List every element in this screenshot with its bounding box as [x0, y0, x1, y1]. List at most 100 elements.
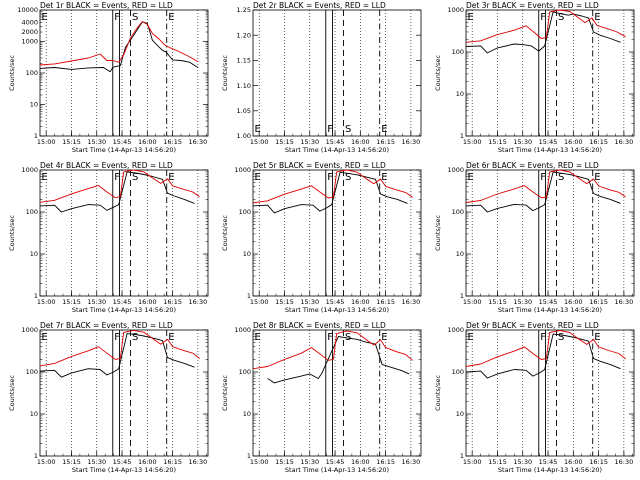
plot-frame — [465, 169, 635, 297]
series-events — [267, 336, 410, 384]
y-tick-label: 1 — [460, 452, 464, 460]
y-tick-label: 1.00 — [237, 132, 251, 140]
panel-title: Det 6r BLACK = Events, RED = LLD — [466, 161, 599, 170]
x-tick-label: 15:15 — [62, 458, 81, 466]
x-tick-label: 16:30 — [189, 298, 208, 306]
x-tick-label: 15:00 — [37, 298, 56, 306]
x-tick-label: 15:15 — [62, 138, 81, 146]
event-marker-e: E — [594, 332, 600, 343]
event-marker-s: S — [345, 332, 351, 343]
series-events — [465, 11, 621, 54]
y-tick-label: 100 — [239, 208, 251, 216]
y-tick-label: 100 — [26, 208, 38, 216]
event-marker-e-left: E — [468, 172, 474, 183]
series-events — [39, 333, 195, 378]
x-axis-label: Start Time (14-Apr-13 14:56:20) — [498, 306, 602, 314]
y-tick-label: 1.15 — [237, 57, 251, 65]
x-tick-label: 16:00 — [564, 138, 583, 146]
y-axis-label: Counts/sec — [434, 215, 442, 251]
plot-frame — [39, 169, 209, 297]
x-tick-label: 15:45 — [113, 138, 132, 146]
event-marker-f: F — [114, 332, 120, 343]
series-lld — [39, 329, 200, 367]
y-tick-label: 1 — [34, 452, 38, 460]
panel-title: Det 7r BLACK = Events, RED = LLD — [40, 321, 173, 330]
event-marker-e-left: E — [42, 332, 48, 343]
x-tick-label: 16:00 — [138, 458, 157, 466]
plot-frame — [252, 9, 422, 137]
x-tick-label: 16:00 — [351, 298, 370, 306]
x-tick-label: 15:15 — [488, 138, 507, 146]
y-tick-label: 1000 — [21, 166, 38, 174]
series-lld — [39, 21, 199, 66]
event-marker-e: E — [594, 12, 600, 23]
series-lld — [252, 169, 413, 204]
x-axis-label: Start Time (14-Apr-13 14:56:20) — [498, 146, 602, 154]
event-marker-e-left: E — [42, 172, 48, 183]
y-axis-label: Counts/sec — [8, 55, 16, 91]
event-marker-e-left: E — [468, 12, 474, 23]
series-events — [465, 171, 621, 213]
event-marker-e: E — [381, 172, 387, 183]
series-events — [465, 333, 621, 379]
x-tick-label: 15:30 — [513, 138, 532, 146]
panel-title: Det 4r BLACK = Events, RED = LLD — [40, 161, 173, 170]
x-tick-label: 16:15 — [163, 458, 182, 466]
y-tick-label: 100 — [26, 368, 38, 376]
y-tick-label: 1000 — [447, 6, 464, 14]
event-marker-s: S — [132, 12, 138, 23]
y-tick-label: 100 — [452, 208, 464, 216]
x-tick-label: 15:30 — [513, 458, 532, 466]
panel-title: Det 9r BLACK = Events, RED = LLD — [466, 321, 599, 330]
panel-title: Det 3r BLACK = Events, RED = LLD — [466, 1, 599, 10]
plot-frame — [39, 329, 209, 457]
x-tick-label: 15:45 — [113, 458, 132, 466]
y-axis-label: Counts/sec — [8, 215, 16, 251]
panel-title: Det 2r BLACK = Events, RED = LLD — [253, 1, 386, 10]
series-lld — [465, 9, 626, 43]
series-events — [39, 171, 195, 213]
y-tick-label: 10000 — [17, 6, 38, 14]
x-tick-label: 16:00 — [351, 458, 370, 466]
x-tick-label: 16:30 — [615, 298, 634, 306]
y-tick-label: 1 — [34, 292, 38, 300]
y-tick-label: 1000 — [21, 38, 38, 46]
event-marker-e: E — [168, 12, 174, 23]
y-tick-label: 1000 — [447, 326, 464, 334]
x-tick-label: 16:30 — [402, 458, 421, 466]
event-marker-f: F — [114, 172, 120, 183]
y-tick-label: 100 — [452, 48, 464, 56]
x-tick-label: 15:45 — [326, 298, 345, 306]
y-axis-label: Counts/sec — [221, 55, 229, 91]
x-tick-label: 16:00 — [351, 138, 370, 146]
x-tick-label: 16:30 — [615, 458, 634, 466]
y-tick-label: 10 — [30, 101, 38, 109]
event-marker-f: F — [540, 332, 546, 343]
y-tick-label: 1 — [247, 452, 251, 460]
event-marker-e-left: E — [42, 12, 48, 23]
x-tick-label: 16:30 — [189, 138, 208, 146]
plot-frame — [465, 329, 635, 457]
x-tick-label: 15:30 — [87, 298, 106, 306]
event-marker-e: E — [381, 124, 387, 135]
event-marker-s: S — [132, 172, 138, 183]
x-tick-label: 16:00 — [564, 458, 583, 466]
x-tick-label: 15:15 — [488, 458, 507, 466]
panel-det-3: Det 3r BLACK = Events, RED = LLD Counts/s… — [434, 1, 635, 154]
x-tick-label: 15:00 — [250, 138, 269, 146]
x-tick-label: 16:15 — [376, 298, 395, 306]
y-tick-label-extra: 2000 — [21, 28, 38, 36]
x-tick-label: 16:15 — [376, 138, 395, 146]
event-marker-s: S — [345, 124, 351, 135]
panel-det-8: Det 8r BLACK = Events, RED = LLD Counts/s… — [221, 321, 422, 474]
x-axis-label: Start Time (14-Apr-13 14:56:20) — [498, 466, 602, 474]
panel-det-7: Det 7r BLACK = Events, RED = LLD Counts/s… — [8, 321, 209, 474]
y-tick-label: 100 — [239, 368, 251, 376]
x-tick-label: 15:00 — [37, 458, 56, 466]
event-marker-f: F — [540, 12, 546, 23]
x-tick-label: 15:15 — [488, 298, 507, 306]
panel-det-6: Det 6r BLACK = Events, RED = LLD Counts/s… — [434, 161, 635, 314]
x-tick-label: 15:45 — [539, 298, 558, 306]
x-tick-label: 15:45 — [113, 298, 132, 306]
plot-frame — [252, 329, 422, 457]
